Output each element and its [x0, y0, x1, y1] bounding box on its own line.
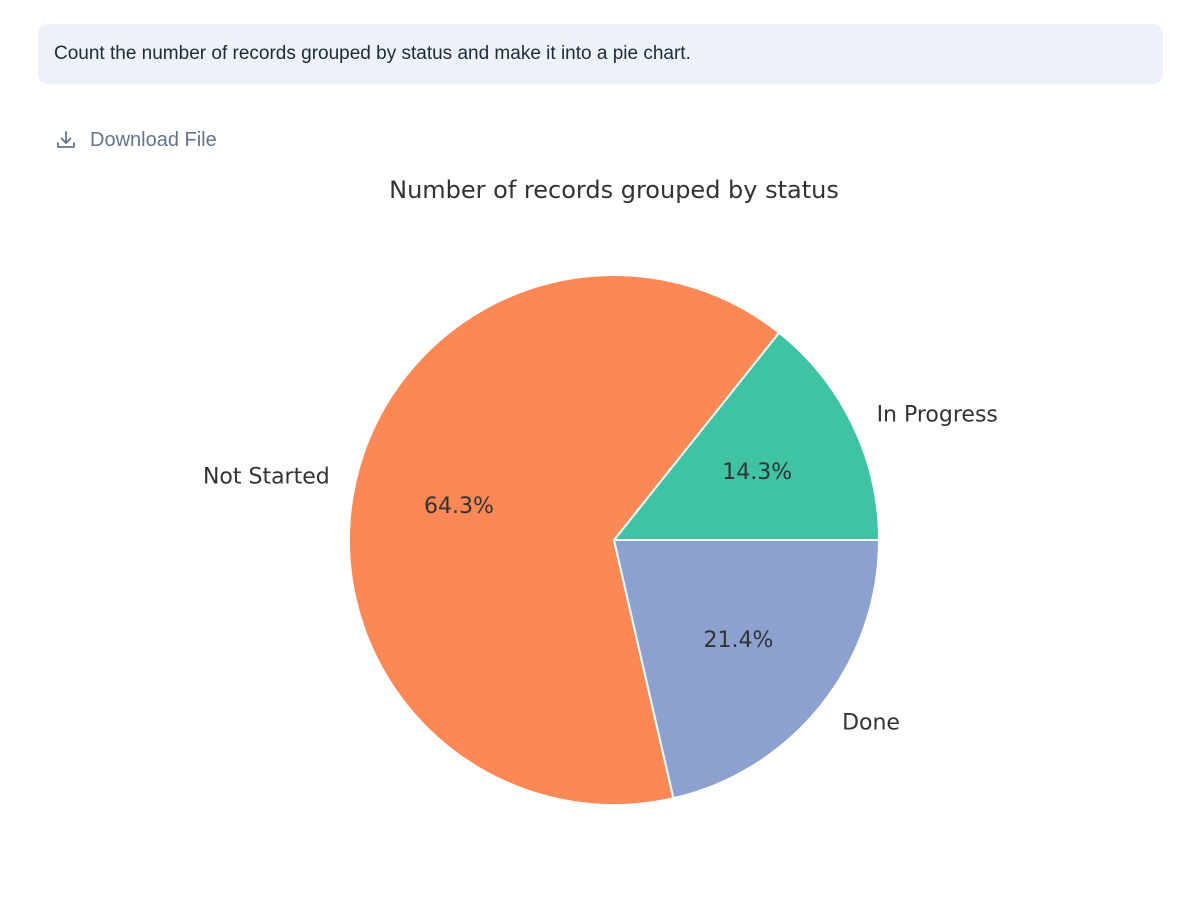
pie-slice-in-progress — [611, 331, 881, 541]
user-prompt-text: Count the number of records grouped by s… — [54, 43, 691, 64]
pie-slice-done — [612, 539, 881, 800]
pie-category-label-done: Done — [842, 711, 900, 736]
pie-category-label-in-progress: In Progress — [877, 402, 998, 427]
pie-pct-label-not-started: 64.3% — [424, 494, 494, 519]
chart-title: Number of records grouped by status — [389, 176, 839, 204]
download-file-label: Download File — [90, 128, 217, 151]
pie-pct-label-in-progress: 14.3% — [722, 460, 792, 485]
user-prompt-bubble: Count the number of records grouped by s… — [38, 24, 1163, 84]
download-file-button[interactable]: Download File — [54, 124, 217, 156]
pie-chart-svg: Number of records grouped by status 14.3… — [203, 176, 998, 806]
pie-slices — [348, 274, 881, 806]
pie-chart: Number of records grouped by status 14.3… — [0, 160, 1200, 880]
pie-pct-label-done: 21.4% — [703, 628, 773, 653]
pie-category-label-not-started: Not Started — [203, 465, 330, 490]
pie-labels: 14.3% In Progress 64.3% Not Started 21.4% Don… — [203, 402, 998, 735]
pie-slice-not-started — [348, 274, 781, 806]
download-icon — [54, 128, 78, 152]
